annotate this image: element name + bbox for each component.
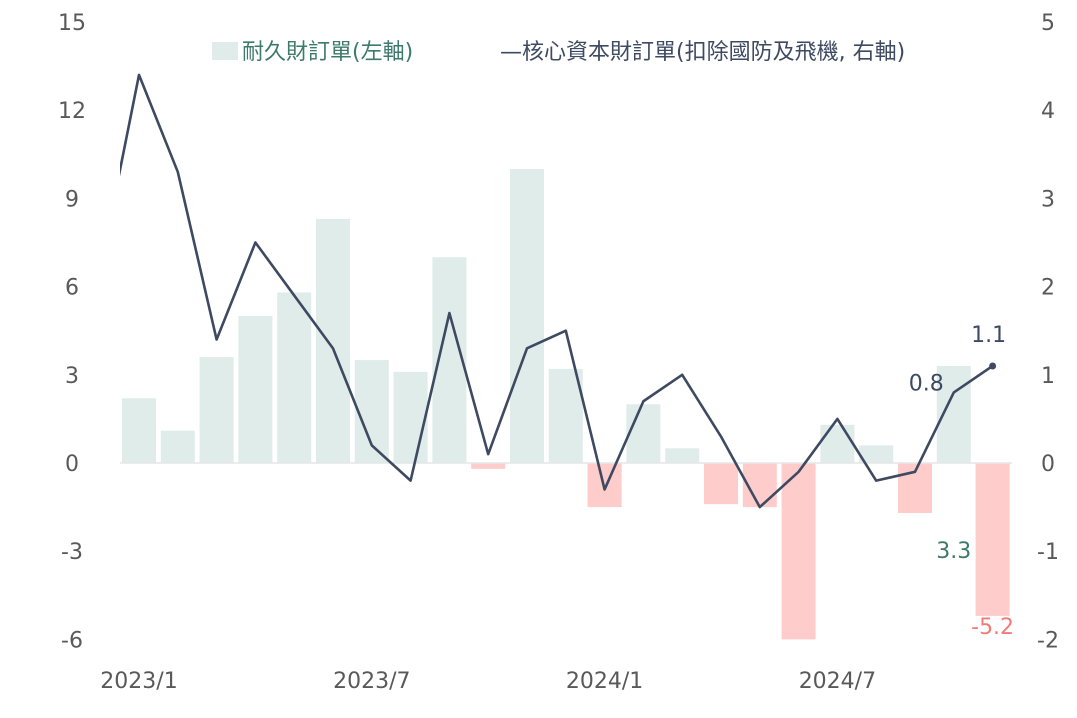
bar xyxy=(316,218,350,463)
left-tick-label: 15 xyxy=(58,11,86,36)
x-axis: 2023/1 2023/7 2024/1 2024/7 xyxy=(100,669,876,694)
bar xyxy=(975,463,1010,616)
data-label: 0.8 xyxy=(909,371,944,396)
bar xyxy=(160,430,195,463)
x-tick-label: 2024/7 xyxy=(799,669,876,694)
bar xyxy=(820,424,855,463)
right-tick-label: 3 xyxy=(1041,187,1055,212)
left-tick-label: 3 xyxy=(65,364,79,389)
legend: 耐久財訂單(左軸) —核心資本財訂單(扣除國防及飛機, 右軸) xyxy=(212,40,905,65)
right-tick-label: 4 xyxy=(1041,99,1055,124)
right-tick-label: 1 xyxy=(1041,364,1055,389)
data-labels: 0.8 1.1 3.3 -5.2 xyxy=(909,323,1014,640)
right-tick-label: 2 xyxy=(1041,276,1055,301)
data-label: -5.2 xyxy=(971,615,1014,640)
bar xyxy=(704,463,738,505)
legend-bar-swatch xyxy=(212,42,238,60)
x-tick-label: 2024/1 xyxy=(566,669,643,694)
bar xyxy=(626,404,661,463)
x-tick-label: 2023/7 xyxy=(333,669,410,694)
left-tick-label: 12 xyxy=(58,99,86,124)
data-label: 3.3 xyxy=(936,539,971,564)
line-end-marker xyxy=(989,362,997,370)
bar xyxy=(859,445,894,463)
bar xyxy=(548,368,583,463)
left-tick-label: 0 xyxy=(65,452,79,477)
bar xyxy=(781,463,816,640)
bar xyxy=(277,292,312,463)
bar xyxy=(471,463,506,469)
bar xyxy=(199,357,234,463)
left-tick-label: 6 xyxy=(65,276,79,301)
x-tick-label: 2023/1 xyxy=(100,669,177,694)
bar xyxy=(510,169,544,463)
bar xyxy=(665,448,700,463)
right-tick-label: -1 xyxy=(1037,540,1059,565)
right-tick-label: 0 xyxy=(1041,452,1055,477)
right-tick-label: -2 xyxy=(1037,628,1059,653)
legend-line-label: —核心資本財訂單(扣除國防及飛機, 右軸) xyxy=(500,40,905,65)
bar-series xyxy=(122,169,1010,640)
bar xyxy=(122,398,156,463)
right-axis: 5 4 3 2 1 0 -1 -2 xyxy=(1037,11,1059,653)
left-axis: 15 12 9 6 3 0 -3 -6 xyxy=(58,11,86,653)
bar xyxy=(238,316,273,463)
left-tick-label: -6 xyxy=(61,628,83,653)
line-series xyxy=(120,73,997,509)
core-capital-goods-line xyxy=(120,73,994,509)
bar xyxy=(393,371,428,463)
left-tick-label: -3 xyxy=(61,540,83,565)
right-tick-label: 5 xyxy=(1041,11,1055,36)
data-label: 1.1 xyxy=(971,323,1006,348)
left-tick-label: 9 xyxy=(65,187,79,212)
bar xyxy=(354,360,389,463)
legend-bar-label: 耐久財訂單(左軸) xyxy=(242,40,413,65)
